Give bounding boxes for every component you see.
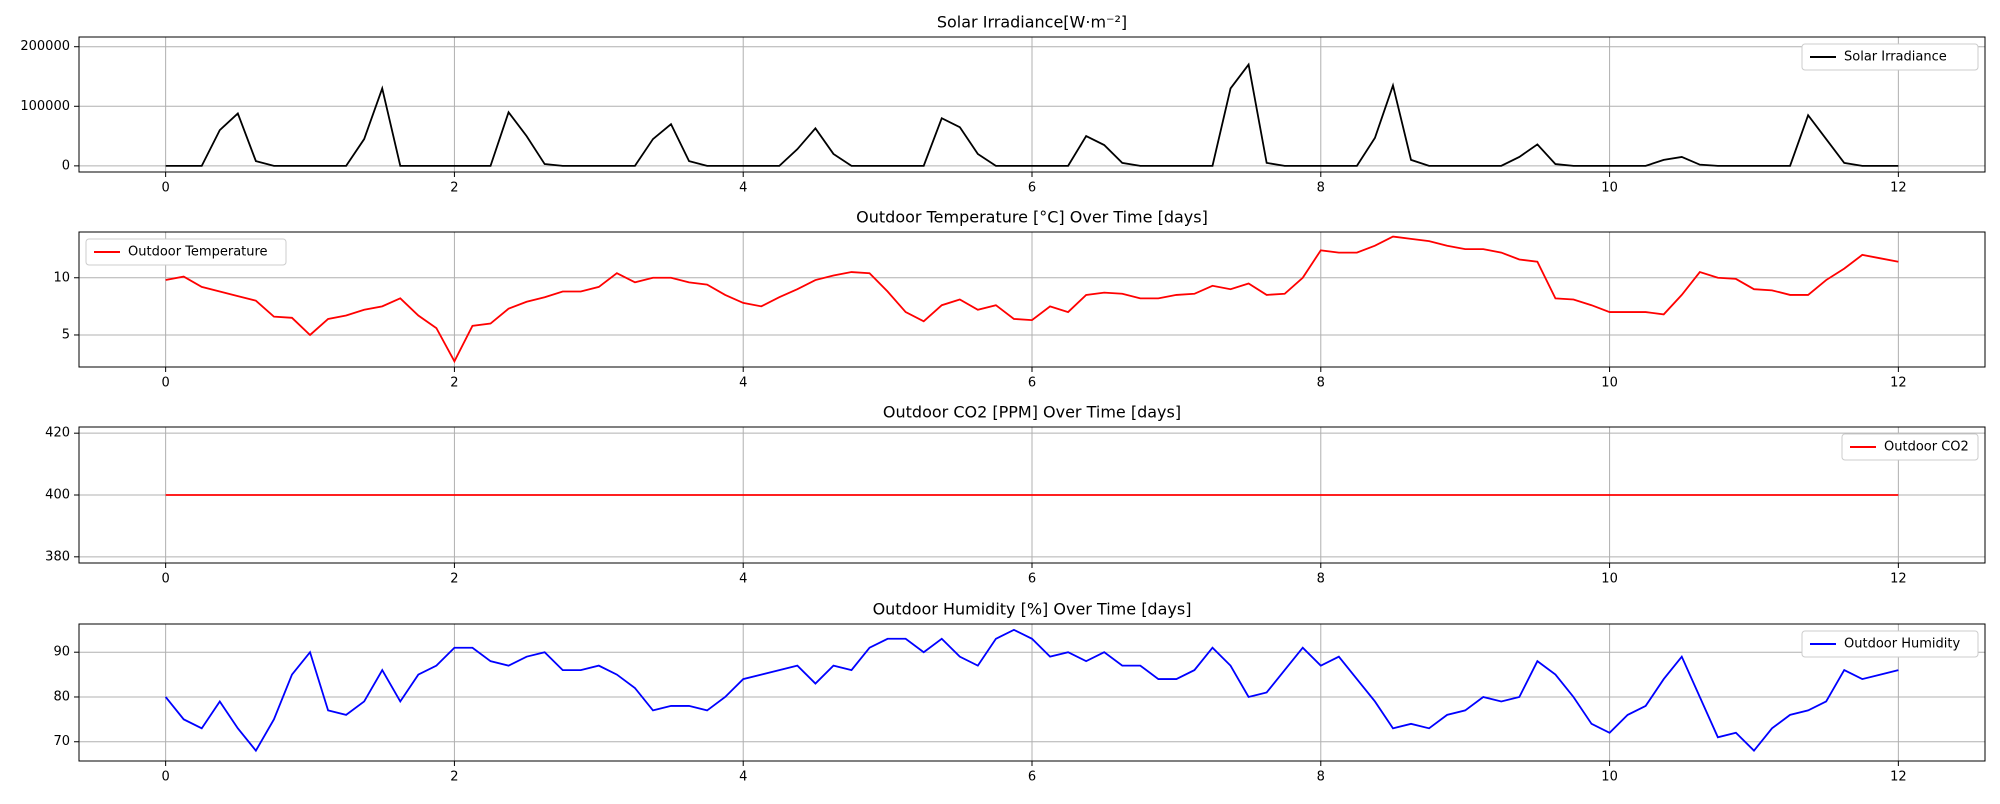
x-tick-label: 8: [1317, 572, 1325, 587]
x-tick-label: 10: [1601, 181, 1618, 196]
legend-box: [1801, 43, 1979, 71]
x-tick-label: 12: [1890, 572, 1907, 587]
legend-label: Outdoor Temperature: [128, 245, 268, 260]
x-tick-label: 12: [1890, 181, 1907, 196]
x-tick-label: 6: [1028, 376, 1036, 391]
y-tick-label: 10: [53, 270, 70, 285]
data-line: [164, 628, 1899, 753]
x-tick-label: 2: [450, 572, 458, 587]
chart-title: Solar Irradiance[W·m⁻²]: [937, 13, 1127, 32]
x-tick-label: 6: [1028, 770, 1036, 785]
x-tick-label: 4: [739, 572, 747, 587]
x-tick-label: 8: [1317, 770, 1325, 785]
legend-box: [1801, 630, 1979, 658]
x-tick-label: 6: [1028, 572, 1036, 587]
x-tick-label: 10: [1601, 376, 1618, 391]
x-tick-label: 0: [161, 376, 169, 391]
plot-frame: [78, 623, 1986, 762]
y-tick-label: 100000: [20, 99, 70, 114]
legend-box: [1841, 433, 1979, 461]
legend-label: Outdoor CO2: [1884, 440, 1969, 455]
x-tick-label: 2: [450, 181, 458, 196]
data-line: [165, 62, 1899, 167]
plot-frame: [78, 36, 1986, 173]
y-tick-label: 0: [62, 158, 70, 173]
x-tick-label: 0: [161, 181, 169, 196]
y-tick-label: 70: [53, 734, 70, 749]
legend-box: [85, 238, 287, 266]
plot-frame: [78, 231, 1986, 368]
chart-title: Outdoor Temperature [°C] Over Time [days…: [856, 208, 1208, 227]
legend-label: Solar Irradiance: [1844, 50, 1947, 65]
x-tick-label: 10: [1601, 770, 1618, 785]
x-tick-label: 12: [1890, 770, 1907, 785]
y-tick-label: 5: [62, 327, 70, 342]
x-tick-label: 4: [739, 181, 747, 196]
x-tick-label: 0: [161, 572, 169, 587]
x-tick-label: 2: [450, 376, 458, 391]
x-tick-label: 8: [1317, 376, 1325, 391]
x-tick-label: 0: [161, 770, 169, 785]
plot-frame: [78, 426, 1986, 564]
legend-label: Outdoor Humidity: [1844, 637, 1960, 652]
y-tick-label: 380: [45, 549, 70, 564]
x-tick-label: 2: [450, 770, 458, 785]
y-tick-label: 80: [53, 689, 70, 704]
x-tick-label: 12: [1890, 376, 1907, 391]
x-tick-label: 4: [739, 376, 747, 391]
data-line: [165, 235, 1899, 364]
x-tick-label: 4: [739, 770, 747, 785]
x-tick-label: 10: [1601, 572, 1618, 587]
y-tick-label: 420: [45, 426, 70, 441]
y-tick-label: 90: [53, 645, 70, 660]
chart-title: Outdoor CO2 [PPM] Over Time [days]: [883, 403, 1181, 422]
x-tick-label: 6: [1028, 181, 1036, 196]
chart-title: Outdoor Humidity [%] Over Time [days]: [873, 600, 1192, 619]
x-tick-label: 8: [1317, 181, 1325, 196]
y-tick-label: 200000: [20, 39, 70, 54]
y-tick-label: 400: [45, 488, 70, 503]
